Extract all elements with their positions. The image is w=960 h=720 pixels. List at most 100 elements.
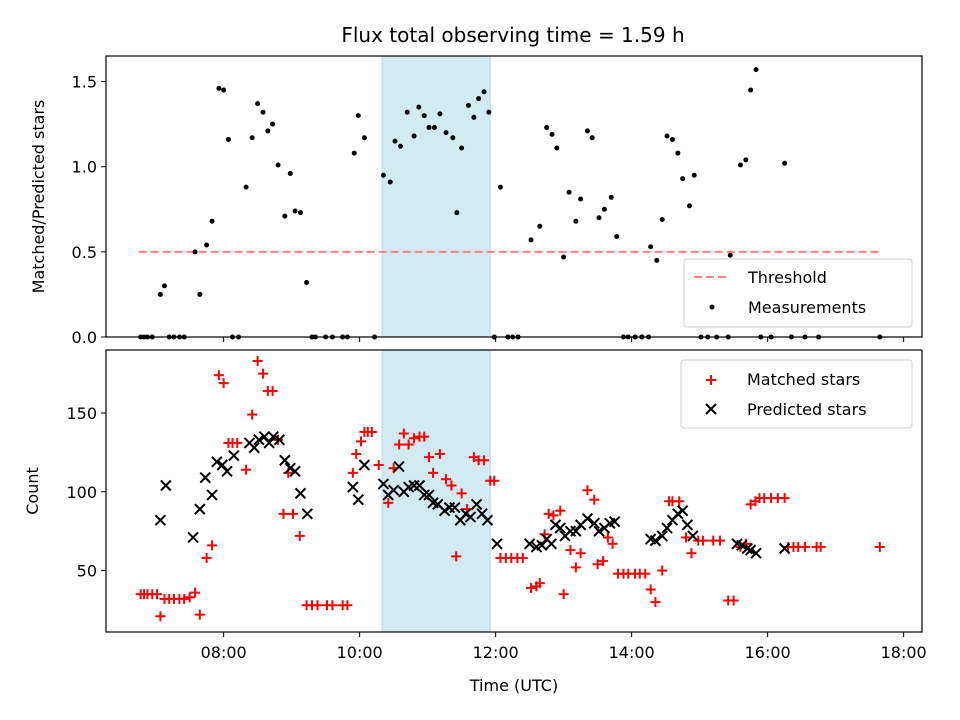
top-legend-box: [683, 258, 913, 328]
matched-star-point: [589, 494, 600, 505]
matched-star-point: [582, 485, 593, 496]
measurement-point: [654, 257, 660, 263]
predicted-star-point: [656, 530, 668, 542]
legend-threshold-label: Threshold: [747, 268, 827, 287]
matched-star-point: [548, 510, 559, 521]
measurement-point: [216, 85, 222, 91]
matched-star-point: [366, 426, 377, 437]
measurement-point: [270, 121, 276, 127]
measurement-point: [209, 218, 215, 224]
matched-star-point: [373, 460, 384, 471]
matched-star-point: [213, 370, 224, 381]
legend-measurements-label: Measurements: [748, 298, 866, 317]
measurement-point: [454, 210, 460, 216]
measurement-point: [380, 172, 386, 178]
measurement-point: [437, 111, 443, 117]
matched-star-point: [312, 600, 323, 611]
matched-star-point: [456, 488, 467, 499]
predicted-star-point: [194, 503, 206, 515]
matched-star-point: [543, 508, 554, 519]
x-axis-label: Time (UTC): [469, 676, 558, 695]
top-y-tick-label: 0.5: [72, 243, 97, 262]
matched-star-point: [347, 467, 358, 478]
matched-star-point: [247, 409, 258, 420]
matched-star-point: [607, 538, 618, 549]
matched-star-point: [451, 551, 462, 562]
predicted-star-point: [199, 471, 211, 484]
matched-star-point: [686, 548, 697, 559]
matched-star-point: [779, 493, 790, 504]
matched-star-point: [565, 545, 576, 556]
predicted-star-point: [279, 454, 291, 466]
predicted-star-point: [536, 539, 548, 552]
measurement-point: [243, 184, 249, 190]
predicted-star-points: [154, 430, 791, 559]
predicted-star-point: [206, 489, 218, 501]
measurement-point: [351, 150, 357, 156]
top-plot-frame: [105, 55, 923, 338]
predicted-star-point: [413, 479, 426, 492]
matched-star-point: [409, 433, 420, 444]
predicted-star-point: [352, 493, 364, 506]
matched-star-point: [728, 595, 739, 606]
predicted-star-point: [491, 538, 503, 550]
top-legend: Threshold Measurements: [683, 258, 913, 328]
measurement-point: [282, 213, 288, 219]
matched-star-point: [398, 428, 409, 439]
measurement-point: [255, 101, 261, 107]
matched-star-point: [598, 556, 609, 567]
measurement-point: [686, 203, 692, 209]
matched-star-point: [252, 356, 263, 367]
matched-star-point: [241, 464, 252, 475]
measurement-point: [691, 172, 697, 178]
measurement-point: [561, 254, 567, 260]
matched-star-point: [342, 600, 353, 611]
measurement-point: [465, 102, 471, 108]
matched-star-point: [207, 540, 218, 551]
matched-star-point: [194, 609, 205, 620]
predicted-star-point: [294, 487, 307, 500]
matched-star-point: [201, 552, 212, 563]
bottom-y-tick-label: 50: [77, 562, 97, 581]
predicted-star-point: [741, 542, 753, 555]
matched-star-point: [428, 467, 439, 478]
predicted-star-point: [608, 516, 621, 528]
predicted-star-point: [593, 525, 605, 537]
matched-star-point: [441, 474, 451, 485]
predicted-star-point: [248, 441, 260, 454]
measurement-point: [192, 249, 198, 255]
measurement-point: [265, 128, 271, 134]
matched-star-point: [184, 592, 195, 603]
matched-star-point: [526, 582, 536, 593]
measurement-point: [549, 131, 555, 137]
matched-star-point: [288, 508, 298, 519]
measurement-point: [387, 179, 393, 185]
predicted-star-point: [347, 481, 359, 493]
predicted-star-point: [736, 539, 748, 552]
measurement-point: [355, 113, 361, 119]
measurement-point: [544, 125, 550, 131]
bottom-legend: Matched stars Predicted stars: [680, 359, 913, 429]
measurement-point: [304, 280, 310, 286]
measurement-point: [669, 136, 675, 142]
measurement-point: [450, 135, 456, 141]
predicted-star-point: [253, 434, 265, 446]
measurement-point: [753, 67, 759, 73]
measurement-point: [782, 160, 788, 166]
predicted-star-point: [393, 460, 405, 473]
bottom-legend-box: [680, 359, 913, 429]
matched-star-point: [698, 535, 709, 546]
matched-star-point: [267, 385, 278, 396]
measurement-point: [392, 138, 398, 144]
predicted-star-point: [289, 465, 301, 478]
predicted-star-point: [744, 544, 757, 556]
measurement-point: [443, 130, 449, 136]
predicted-star-point: [418, 489, 430, 501]
measurement-point: [225, 136, 231, 142]
predicted-star-point: [464, 511, 477, 523]
predicted-star-point: [267, 430, 279, 443]
measurement-point: [249, 135, 255, 141]
predicted-star-point: [377, 478, 390, 490]
measurement-point: [486, 109, 492, 115]
